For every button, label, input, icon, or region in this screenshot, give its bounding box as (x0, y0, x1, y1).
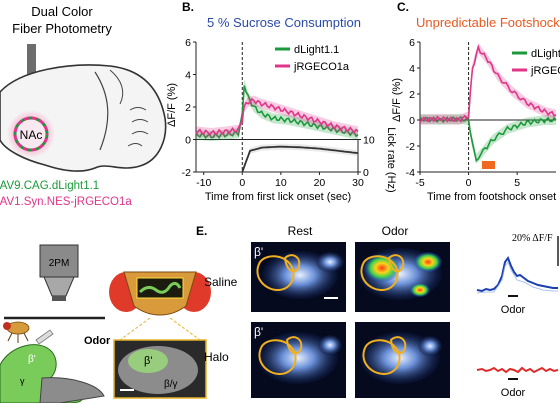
y-tick-label: 6 (409, 37, 415, 49)
panel-e: E. Rest Odor Saline Halo β' (196, 224, 559, 399)
panel-a: Dual Color Fiber Photometry NAc AAV9.CAG… (0, 4, 167, 208)
trace-saline (476, 255, 558, 293)
panel-c: C. Unpredictable Footshock ΔF/F (%) -4 -2… (391, 0, 560, 203)
legend-label-dlight-c: dLight (531, 48, 560, 60)
panel-c-xlabel: Time from footshock onset (427, 191, 556, 203)
x-tick-label: 20 (314, 177, 326, 189)
objective-body (39, 244, 79, 278)
panel-a-title-line2: Fiber Photometry (12, 21, 112, 36)
fly-eye (3, 322, 11, 330)
panel-d: 2PM Odor β' γ β' β/γ (0, 244, 211, 403)
panel-c-title: Unpredictable Footshock (416, 15, 560, 30)
beta-prime-label-e1: β' (254, 245, 263, 259)
gamma-label-d: γ (20, 376, 25, 386)
y-tick-label: -2 (182, 167, 191, 179)
cerebellum-folds (127, 107, 149, 147)
panel-b-ylabel: ΔF/F (%) (166, 83, 178, 127)
x-tick-label: 5 (514, 177, 520, 189)
trace-halo (476, 366, 559, 374)
gamma-lobe (39, 377, 105, 403)
panel-b: B. 5 % Sucrose Consumption ΔF/F (%) -2 0 2… (166, 0, 397, 203)
inset-beta-prime-lobe (128, 349, 168, 373)
fly-legs (7, 332, 29, 343)
legend-label-dlight: dLight1.1 (294, 44, 339, 56)
panel-c-plot (419, 43, 557, 164)
beta-gamma-label-inset: β/γ (164, 379, 178, 390)
y-tick-label: 2 (185, 102, 191, 114)
panel-e-letter: E. (196, 224, 207, 238)
brain-fold (109, 69, 124, 105)
x-tick-label: -10 (196, 177, 211, 189)
series-band-0 (196, 79, 358, 142)
image-halo-rest: β' (251, 322, 346, 398)
series-line-lick-rate (241, 145, 359, 173)
beta-prime-label-e2: β' (254, 325, 263, 339)
brain-fold (94, 71, 109, 151)
trace-saline-shade (476, 260, 558, 294)
y-tick-label: 0 (409, 115, 415, 127)
odor-label-d: Odor (84, 335, 111, 347)
scope-label: 2PM (49, 258, 70, 269)
col-rest-label: Rest (288, 224, 313, 238)
objective-lens (52, 296, 66, 301)
y-tick-label: 0 (185, 135, 191, 147)
series-band-2 (242, 143, 358, 175)
y-tick-label: 4 (185, 70, 191, 82)
objective-tip (43, 276, 75, 297)
panel-b-plot (195, 79, 359, 175)
panel-b-xlabel: Time from first lick onset (sec) (205, 191, 351, 203)
nac-target-ring (13, 116, 49, 152)
panel-b-letter: B. (182, 0, 194, 14)
beta-prime-label-d: β' (28, 354, 36, 365)
odor-label-top: Odor (501, 304, 526, 316)
virus-jrgeco-label: AAV1.Syn.NES-jRGECO1a (0, 196, 132, 208)
image-saline-rest: β' (251, 242, 346, 312)
x-tick-label: 10 (275, 177, 287, 189)
series-line-dlight (419, 115, 557, 163)
image-saline-odor (355, 242, 450, 312)
x-tick-label: 30 (352, 177, 364, 189)
legend-label-jrgeco-c: jRGEC (530, 65, 560, 77)
nac-label: NAc (20, 128, 43, 142)
image-halo-odor (355, 322, 450, 398)
panel-b-right-ylabel: Lick rate (Hz) (385, 127, 397, 192)
panel-a-title-line1: Dual Color (31, 4, 93, 19)
y-tick-label: 2 (409, 89, 415, 101)
series-line-jrgec (419, 44, 557, 123)
right-tick-label: 0 (363, 167, 369, 179)
right-tick-label: 10 (363, 135, 375, 147)
odor-tube (35, 329, 54, 345)
scale-label: 20% ΔF/F (512, 233, 553, 244)
series-line-jrgeco1a (195, 97, 359, 137)
y-tick-label: -4 (406, 167, 415, 179)
zoom-lines (119, 317, 201, 341)
x-tick-label: -5 (415, 177, 424, 189)
beta-prime-label-inset: β' (144, 355, 152, 367)
y-tick-label: -2 (406, 141, 415, 153)
legend-label-jrgeco: jRGECO1a (293, 61, 350, 73)
row-saline-label: Saline (204, 275, 238, 289)
x-tick-label: 0 (239, 177, 245, 189)
series-band-1 (196, 95, 358, 138)
footshock-marker (482, 161, 495, 169)
panel-b-title: 5 % Sucrose Consumption (207, 15, 361, 30)
virus-dlight-label: AAV9.CAG.dLight1.1 (0, 180, 99, 192)
series-band-0 (420, 113, 556, 164)
x-tick-label: 0 (466, 177, 472, 189)
brain-window-tissue (138, 281, 182, 294)
panel-c-ylabel: ΔF/F (%) (391, 78, 403, 122)
row-halo-label: Halo (204, 350, 229, 364)
series-band-1 (420, 43, 556, 125)
panel-c-letter: C. (397, 0, 409, 14)
col-odor-label: Odor (382, 224, 409, 238)
odor-label-bottom: Odor (501, 387, 526, 399)
y-tick-label: 4 (409, 63, 415, 75)
y-tick-label: 6 (185, 37, 191, 49)
